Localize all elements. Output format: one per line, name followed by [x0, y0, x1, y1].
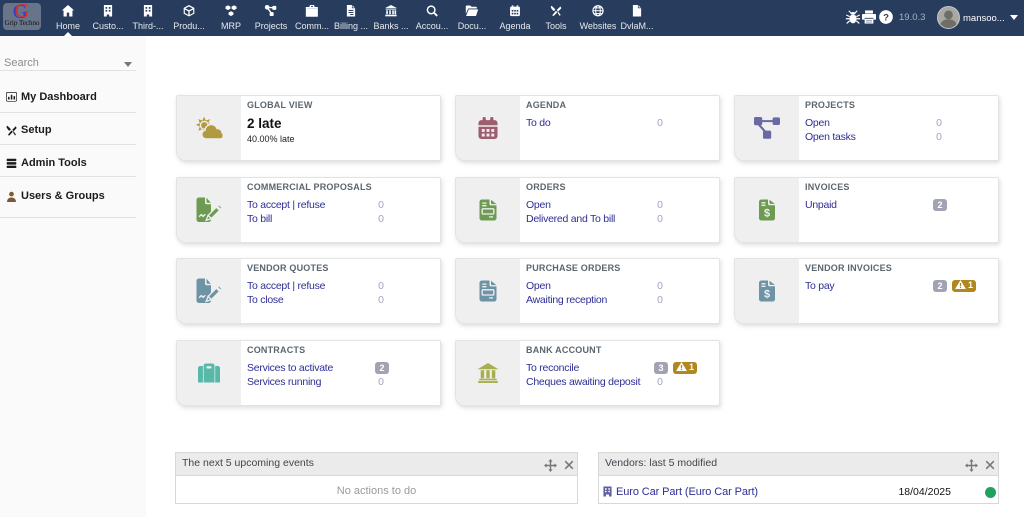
svg-text:$: $ — [764, 208, 770, 220]
svg-text:$: $ — [764, 289, 770, 301]
svg-text:?: ? — [883, 13, 889, 24]
